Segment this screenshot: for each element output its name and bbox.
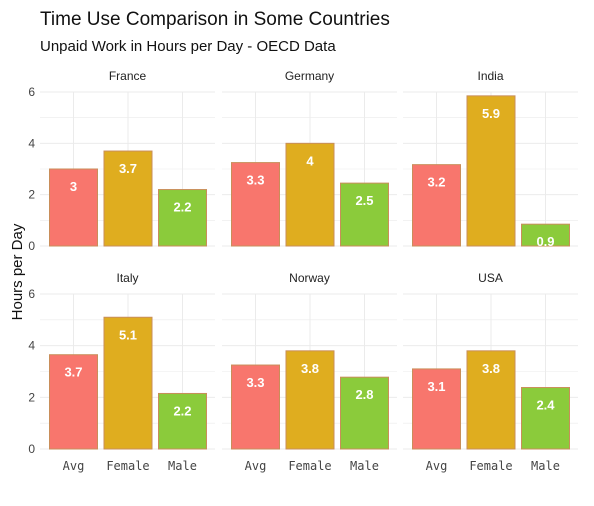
facet-panel-italy: Italy 0 2 4 6 3.7 5.1 2.2 Avg Female Male [28, 271, 215, 473]
bar-value-label: 3.3 [246, 173, 264, 188]
y-tick-label: 4 [28, 136, 35, 150]
bar-value-label: 2.4 [536, 398, 555, 413]
y-tick-label: 0 [28, 442, 35, 456]
facet-panel-india: India 3.2 5.9 0.9 [403, 69, 578, 249]
facet-label: Italy [116, 271, 138, 285]
x-tick-label: Avg [426, 459, 448, 473]
x-tick-label: Male [168, 459, 197, 473]
x-tick-label: Male [531, 459, 560, 473]
bar-value-label: 3.7 [64, 365, 82, 380]
bar-value-label: 5.1 [119, 327, 137, 342]
bar-value-label: 3.2 [427, 175, 445, 190]
y-tick-label: 6 [28, 85, 35, 99]
chart-subtitle: Unpaid Work in Hours per Day - OECD Data [40, 38, 336, 55]
facet-panel-usa: USA 3.1 3.8 2.4 Avg Female Male [403, 271, 578, 473]
bar-value-label: 3 [70, 179, 77, 194]
chart-title: Time Use Comparison in Some Countries [40, 9, 390, 30]
y-axis-label: Hours per Day [9, 223, 26, 320]
x-tick-label: Female [288, 459, 331, 473]
facet-panel-france: France 0 2 4 6 3 3.7 2.2 [28, 69, 215, 253]
facet-label: France [109, 69, 147, 83]
bar-value-label: 3.8 [482, 361, 500, 376]
y-tick-label: 2 [28, 390, 35, 404]
facet-panel-germany: Germany 3.3 4 2.5 [222, 69, 397, 246]
y-tick-label: 2 [28, 188, 35, 202]
x-tick-label: Female [469, 459, 512, 473]
bar-value-label: 3.8 [301, 361, 319, 376]
bar-value-label: 4 [306, 153, 314, 168]
x-tick-label: Male [350, 459, 379, 473]
bar-value-label: 3.3 [246, 375, 264, 390]
bar-value-label: 3.1 [427, 379, 445, 394]
bar-value-label: 5.9 [482, 106, 500, 121]
bar-value-label: 2.8 [355, 387, 373, 402]
facet-label: Germany [285, 69, 334, 83]
y-tick-label: 4 [28, 339, 35, 353]
x-tick-label: Female [106, 459, 149, 473]
y-tick-label: 6 [28, 287, 35, 301]
facet-label: Norway [289, 271, 330, 285]
bar-value-label: 0.9 [536, 234, 554, 249]
bar-value-label: 2.2 [173, 403, 191, 418]
bar-value-label: 2.5 [355, 193, 373, 208]
facet-label: USA [478, 271, 503, 285]
facet-panels: France 0 2 4 6 3 3.7 2.2 Germany 3.3 4 2.5 India 3.2 5… [28, 69, 578, 473]
bar-value-label: 2.2 [173, 200, 191, 215]
bar-italy-male [159, 393, 207, 449]
bar-value-label: 3.7 [119, 161, 137, 176]
facet-panel-norway: Norway 3.3 3.8 2.8 Avg Female Male [222, 271, 397, 473]
x-tick-label: Avg [63, 459, 85, 473]
bar-france-male [159, 190, 207, 246]
y-tick-label: 0 [28, 239, 35, 253]
facet-label: India [477, 69, 503, 83]
x-tick-label: Avg [245, 459, 267, 473]
